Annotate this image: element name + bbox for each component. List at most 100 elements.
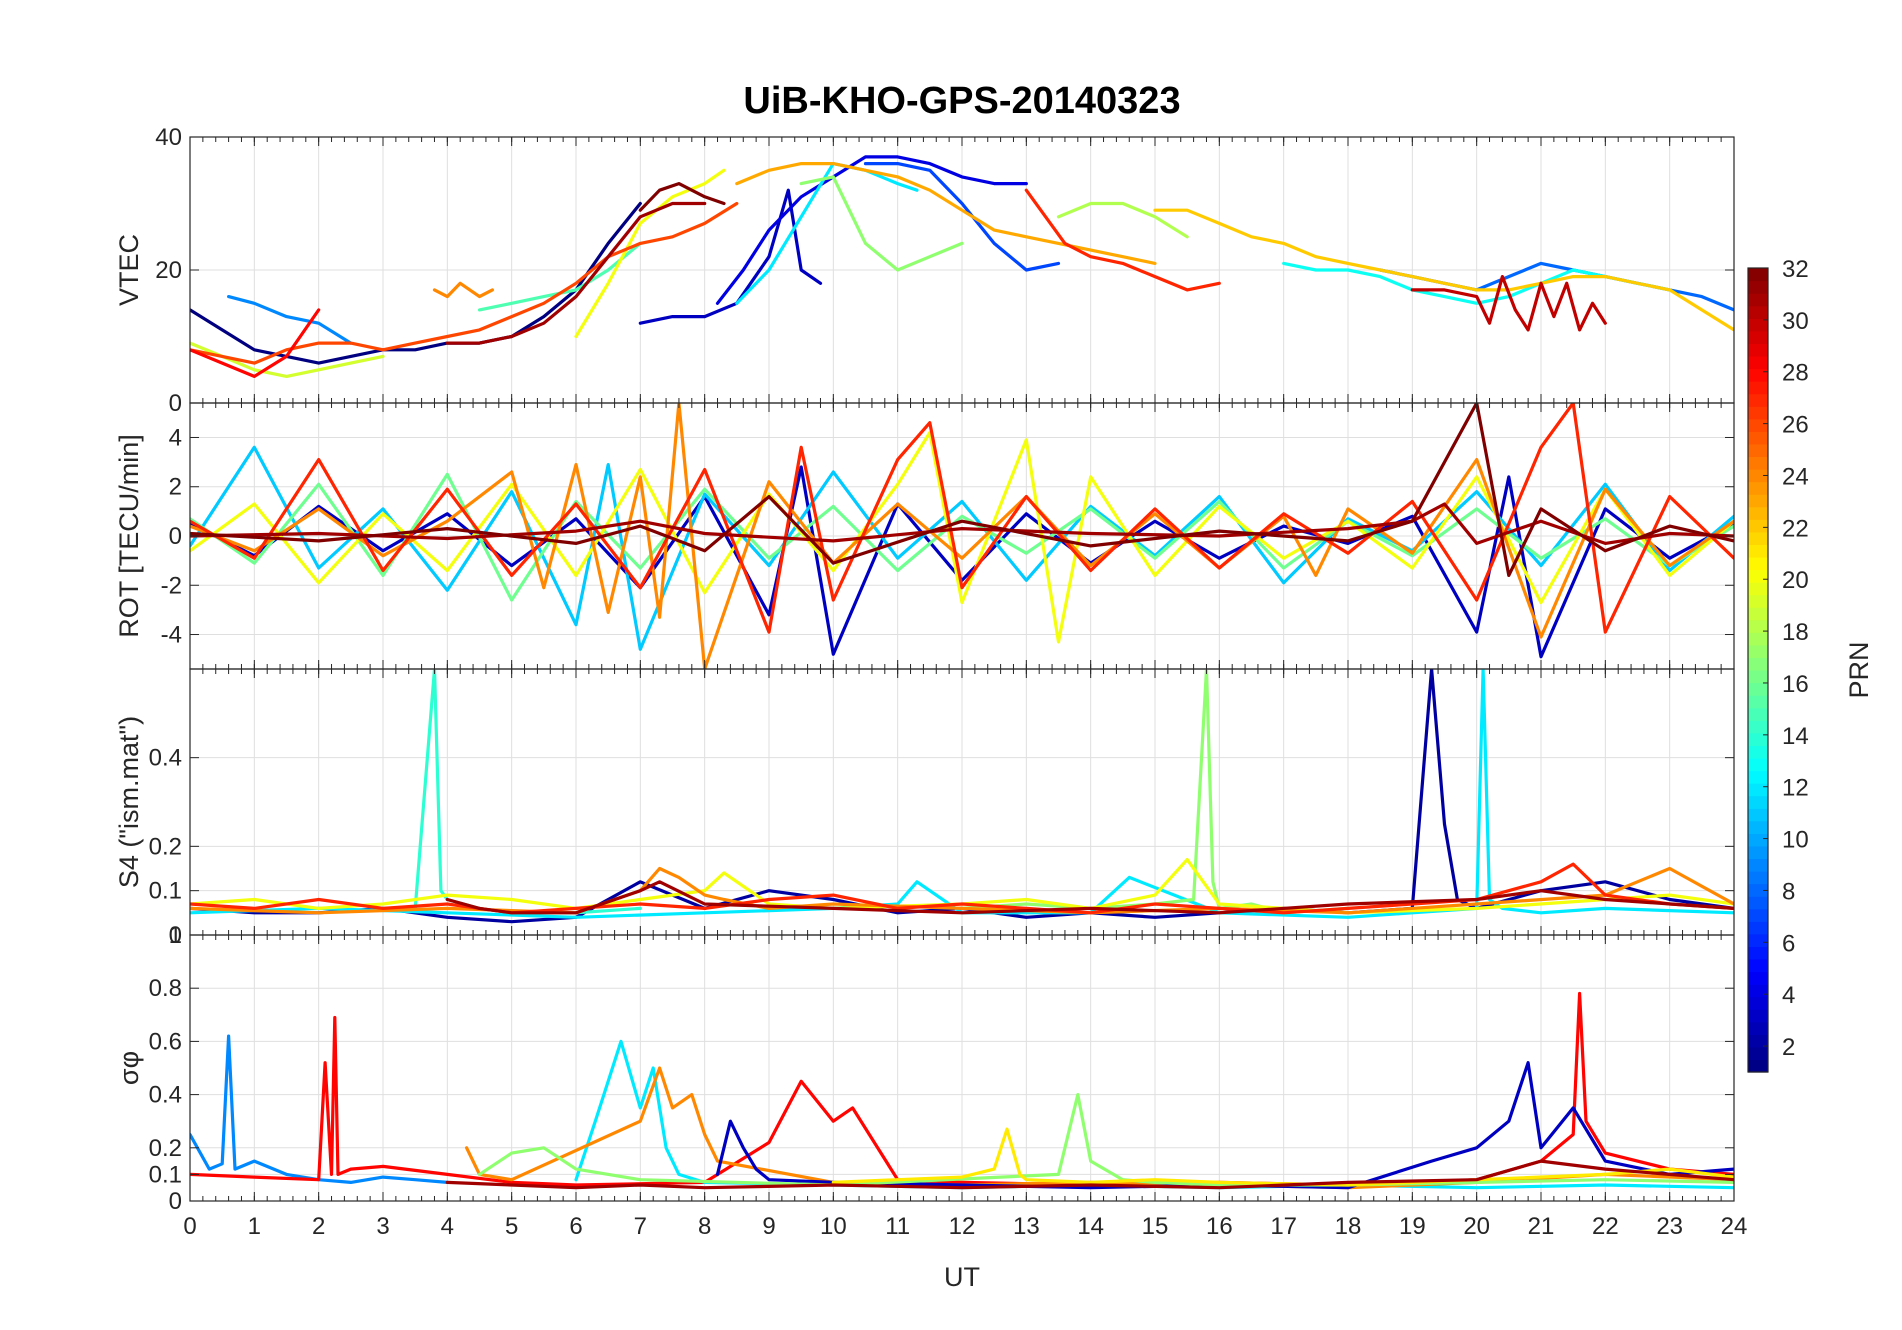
series-prn-22 xyxy=(1153,208,1734,332)
x-tick-label: 15 xyxy=(1142,1213,1169,1240)
s4-ytick-label: 0.2 xyxy=(149,833,182,860)
colorbar-segment xyxy=(1748,293,1768,307)
x-tick-label: 10 xyxy=(820,1213,847,1240)
vtec-ytick-label: 40 xyxy=(155,124,182,151)
series-prn-19 xyxy=(190,341,385,378)
colorbar-segment xyxy=(1748,305,1768,319)
colorbar-segment xyxy=(1748,531,1768,545)
colorbar-segment xyxy=(1748,569,1768,583)
colorbar-segment xyxy=(1748,1021,1768,1035)
colorbar-segment xyxy=(1748,695,1768,709)
sigma_phi-ytick-label: 1 xyxy=(169,922,182,949)
series-prn-3 xyxy=(715,1061,1734,1190)
colorbar-segment xyxy=(1748,594,1768,608)
series-prn-21 xyxy=(831,1127,1734,1187)
sigma_phi-ytick-label: 0.8 xyxy=(149,975,182,1002)
colorbar-segment xyxy=(1748,1034,1768,1048)
x-tick-label: 24 xyxy=(1721,1213,1748,1240)
colorbar-segment xyxy=(1748,971,1768,985)
series-prn-18 xyxy=(1056,201,1189,239)
series-prn-23 xyxy=(735,162,1157,265)
series-prn-16 xyxy=(190,472,1734,602)
colorbar-segment xyxy=(1748,833,1768,847)
colorbar-segment xyxy=(1748,418,1768,432)
sigma-phi-panel: 00.10.20.40.60.81 σφ xyxy=(114,922,1735,1215)
colorbar-segment xyxy=(1748,732,1768,746)
x-tick-label: 23 xyxy=(1656,1213,1683,1240)
colorbar-segment xyxy=(1748,481,1768,495)
colorbar-tick-label: 4 xyxy=(1782,982,1795,1009)
colorbar-segment xyxy=(1748,280,1768,294)
series-prn-1 xyxy=(190,201,642,365)
series-prn-9 xyxy=(227,295,353,345)
colorbar-segment xyxy=(1748,883,1768,897)
colorbar-tick-label: 32 xyxy=(1782,256,1809,283)
colorbar-frame xyxy=(1747,267,1769,1073)
colorbar-segment xyxy=(1748,770,1768,784)
colorbar-segment xyxy=(1748,958,1768,973)
colorbar-segment xyxy=(1748,670,1768,684)
colorbar-segment xyxy=(1748,707,1768,721)
colorbar-segment xyxy=(1748,343,1768,357)
colorbar-tick-label: 10 xyxy=(1782,827,1809,854)
colorbar-segment xyxy=(1748,921,1768,935)
x-tick-label: 17 xyxy=(1270,1213,1297,1240)
s4-ticks: 0 0.1 0.2 0.4 xyxy=(149,669,1735,949)
colorbar-tick-label: 26 xyxy=(1782,412,1809,439)
colorbar-segment xyxy=(1748,393,1768,407)
colorbar-segment xyxy=(1748,318,1768,332)
colorbar-segment xyxy=(1748,858,1768,872)
s4-series-group xyxy=(190,669,1734,924)
x-tick-label: 18 xyxy=(1335,1213,1362,1240)
colorbar-segment xyxy=(1748,720,1768,734)
colorbar-segment xyxy=(1748,494,1768,508)
colorbar-tick-label: 20 xyxy=(1782,567,1809,594)
x-tick-label: 14 xyxy=(1077,1213,1104,1240)
colorbar-segment xyxy=(1748,783,1768,797)
s4-ytick-label: 0.1 xyxy=(149,878,182,905)
colorbar-segment xyxy=(1748,619,1768,633)
series-prn-32 xyxy=(190,403,1734,577)
series-prn-31 xyxy=(445,1159,1734,1190)
colorbar-segment xyxy=(1748,607,1768,621)
colorbar-segment xyxy=(1748,996,1768,1010)
x-tick-label: 19 xyxy=(1399,1213,1426,1240)
sigma-phi-ticks: 00.10.20.40.60.81 xyxy=(149,922,1735,1215)
colorbar-segment xyxy=(1748,644,1768,659)
colorbar-segment xyxy=(1748,946,1768,960)
series-prn-27 xyxy=(190,862,1734,915)
colorbar-segment xyxy=(1748,506,1768,520)
series-prn-7 xyxy=(863,162,1061,272)
sigma_phi-ytick-label: 0.6 xyxy=(149,1028,182,1055)
series-prn-28 xyxy=(190,308,321,378)
x-tick-label: 9 xyxy=(762,1213,775,1240)
colorbar-segment xyxy=(1748,368,1768,382)
vtec-ytick-label: 20 xyxy=(155,257,182,284)
x-tick-label: 0 xyxy=(183,1213,196,1240)
vtec-series-group xyxy=(190,155,1734,378)
colorbar-segment xyxy=(1748,355,1768,370)
colorbar-tick-label: 24 xyxy=(1782,463,1809,490)
x-tick-label: 22 xyxy=(1592,1213,1619,1240)
colorbar-tick-label: 22 xyxy=(1782,515,1809,542)
rot-panel: -4 -2 0 2 4 0 ROT [TECU/min] xyxy=(114,390,1735,670)
series-prn-12 xyxy=(735,162,919,305)
series-prn-3 xyxy=(638,188,823,325)
colorbar-segment xyxy=(1748,808,1768,822)
colorbar-segment xyxy=(1748,381,1768,395)
colorbar-segment xyxy=(1748,682,1768,696)
colorbar-segment xyxy=(1748,1059,1768,1073)
sigma_phi-ytick-label: 0.1 xyxy=(149,1161,182,1188)
series-prn-24 xyxy=(432,281,494,299)
x-tick-label: 16 xyxy=(1206,1213,1233,1240)
colorbar-segment xyxy=(1748,1046,1768,1061)
rot-ticks: -4 -2 0 2 4 0 xyxy=(161,390,1735,669)
x-tick-label: 21 xyxy=(1528,1213,1555,1240)
chart-title: UiB-KHO-GPS-20140323 xyxy=(743,80,1180,122)
series-prn-20 xyxy=(190,431,1734,644)
series-prn-31 xyxy=(445,201,707,345)
colorbar-segment xyxy=(1748,469,1768,483)
colorbar-segment xyxy=(1748,556,1768,571)
